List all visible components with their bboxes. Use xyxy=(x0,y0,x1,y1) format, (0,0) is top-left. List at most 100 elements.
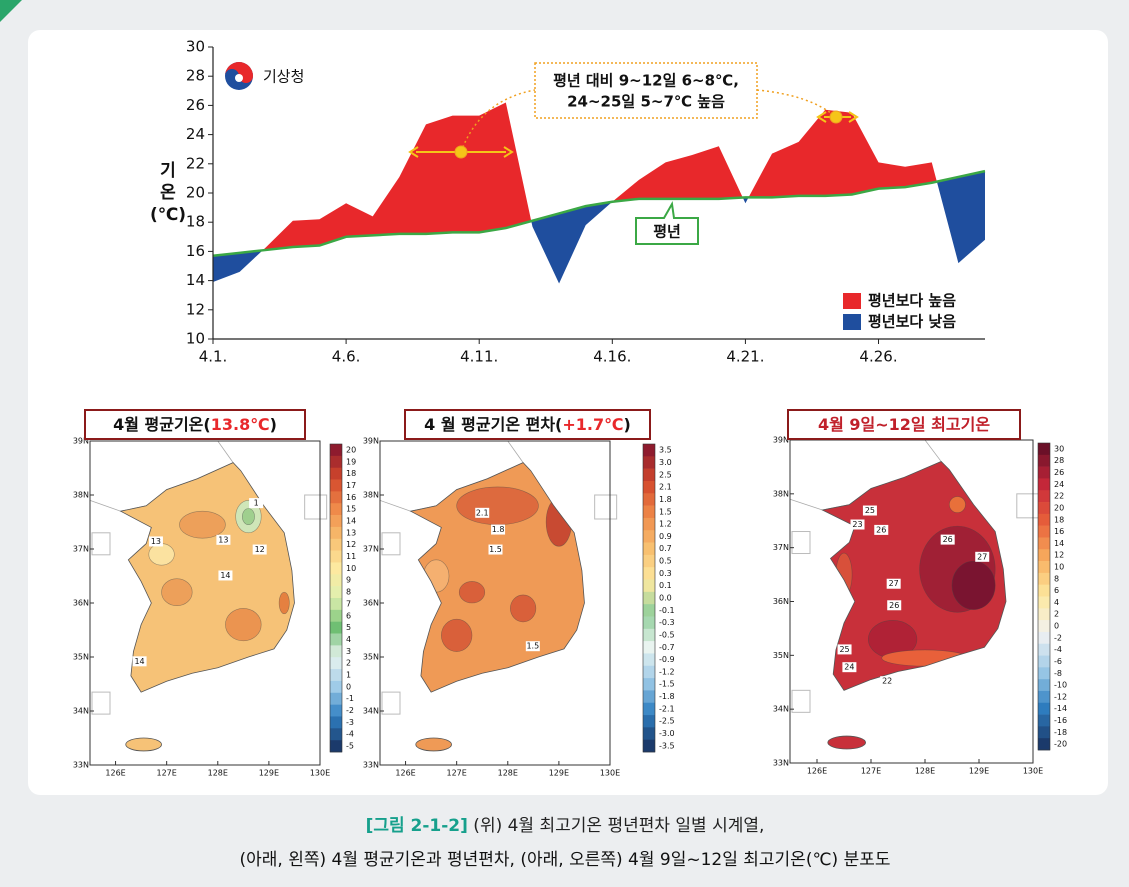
colorbar-label: -2 xyxy=(346,706,354,715)
colorbar-cell xyxy=(643,616,655,630)
colorbar-label: -12 xyxy=(1054,692,1067,701)
colorbar-cell xyxy=(643,628,655,642)
colorbar-label: 0.3 xyxy=(659,569,672,578)
lon-tick-label: 126E xyxy=(105,769,125,778)
normal-label: 평년 xyxy=(653,223,681,241)
contour-label: 26 xyxy=(876,525,886,534)
colorbar-cell xyxy=(330,657,342,670)
colorbar-cell xyxy=(1038,702,1050,715)
inset-box xyxy=(381,691,401,715)
y-tick-label: 28 xyxy=(186,67,205,85)
normal-line xyxy=(212,169,986,258)
colorbar-label: -1.5 xyxy=(659,680,675,689)
contour-label-bg xyxy=(940,534,955,545)
contour-label-bg xyxy=(132,656,147,667)
map-title-box xyxy=(787,409,1021,440)
colorbar-cell xyxy=(330,692,342,705)
y-tick-label: 30 xyxy=(186,38,205,56)
x-tick-label: 4.11. xyxy=(460,348,498,366)
colorbar-label: -5 xyxy=(346,742,354,751)
contour-fills xyxy=(835,496,996,667)
contour-label-bg xyxy=(887,600,902,611)
lat-tick-label: 39N xyxy=(363,437,379,446)
colorbar-cell xyxy=(643,727,655,740)
y-tick-label: 26 xyxy=(186,96,205,114)
contour-label: 27 xyxy=(889,579,899,588)
map-title-part: 13.8℃ xyxy=(211,415,270,434)
y-tick-label: 22 xyxy=(186,154,205,172)
colorbar-cell xyxy=(643,678,655,691)
lat-tick-label: 36N xyxy=(363,599,379,608)
lon-tick-label: 128E xyxy=(915,767,935,776)
colorbar-cell xyxy=(643,690,655,704)
colorbar-cell xyxy=(643,702,655,716)
contour-label: 26 xyxy=(889,601,899,610)
colorbar-label: 0.9 xyxy=(659,532,672,541)
colorbar-cell xyxy=(1038,667,1050,680)
colorbar-label: 16 xyxy=(346,493,356,502)
colorbar-label: -1.8 xyxy=(659,692,675,701)
contour-label-bg xyxy=(525,641,540,652)
colorbar-label: 2.1 xyxy=(659,483,672,492)
colorbar-label: -2.1 xyxy=(659,704,675,713)
colorbar-label: 1.2 xyxy=(659,520,672,529)
colorbar-label: 24 xyxy=(1054,480,1064,489)
colorbar-cell xyxy=(643,468,655,482)
coast xyxy=(821,461,1007,691)
colorbar-cell xyxy=(1038,478,1050,491)
y-tick-label: 14 xyxy=(186,271,205,289)
contour-region xyxy=(161,578,193,607)
lat-tick-label: 33N xyxy=(773,759,789,768)
leader xyxy=(460,89,536,153)
y-axis-label: 기 xyxy=(160,161,176,181)
contour-label-bg xyxy=(148,536,163,547)
arrow-head xyxy=(848,111,859,123)
contour-label-bg xyxy=(218,570,233,581)
colorbar-cell xyxy=(643,604,655,617)
colorbar-label: 6 xyxy=(1054,586,1059,595)
lon-tick-label: 129E xyxy=(969,767,989,776)
contour-label-bg xyxy=(475,507,490,518)
contour-region xyxy=(148,543,175,566)
colorbar-label: 1.8 xyxy=(659,495,672,504)
colorbar-label: -10 xyxy=(1054,681,1067,690)
colorbar-cell xyxy=(1038,596,1050,609)
lat-tick-label: 34N xyxy=(773,705,789,714)
colorbar-label: -1.2 xyxy=(659,667,675,676)
contour-region xyxy=(458,581,486,604)
colorbar-cell xyxy=(330,538,342,551)
colorbar-cell xyxy=(330,455,342,468)
x-tick-label: 4.6. xyxy=(332,348,361,366)
colorbar-cell xyxy=(643,653,655,667)
lat-tick-label: 38N xyxy=(363,491,379,500)
contour-label: 12 xyxy=(255,545,265,554)
inset-box xyxy=(91,691,111,715)
colorbar-cell xyxy=(643,579,655,593)
colorbar-border xyxy=(642,443,656,753)
contour-label: 24 xyxy=(844,663,854,672)
lon-tick-label: 129E xyxy=(549,769,569,778)
map-title-box xyxy=(404,409,651,440)
inset-box xyxy=(791,689,811,713)
caption-line: [그림 2-1-2] (위) 4월 최고기온 평년편차 일별 시계열, xyxy=(366,816,765,836)
y-tick-label: 12 xyxy=(186,300,205,318)
colorbar-label: 18 xyxy=(1054,515,1064,524)
contour-label-bg xyxy=(491,524,506,535)
inset-box xyxy=(381,532,401,556)
colorbar-label: 0.0 xyxy=(659,594,672,603)
colorbar-label: 2 xyxy=(346,659,351,668)
colorbar-label: 3.0 xyxy=(659,458,672,467)
lat-tick-label: 33N xyxy=(73,761,89,770)
colorbar-label: -20 xyxy=(1054,740,1067,749)
colorbar-label: 12 xyxy=(346,540,356,549)
colorbar-label: 15 xyxy=(346,505,356,514)
colorbar-label: 9 xyxy=(346,576,351,585)
colorbar-label: 13 xyxy=(346,528,356,537)
colorbar-cell xyxy=(1038,643,1050,656)
map-title: 4 월 평균기온 편차(+1.7℃) xyxy=(424,415,631,434)
colorbar-cell xyxy=(330,728,342,741)
colorbar-cell xyxy=(330,491,342,504)
contour-label-bg xyxy=(216,534,231,545)
